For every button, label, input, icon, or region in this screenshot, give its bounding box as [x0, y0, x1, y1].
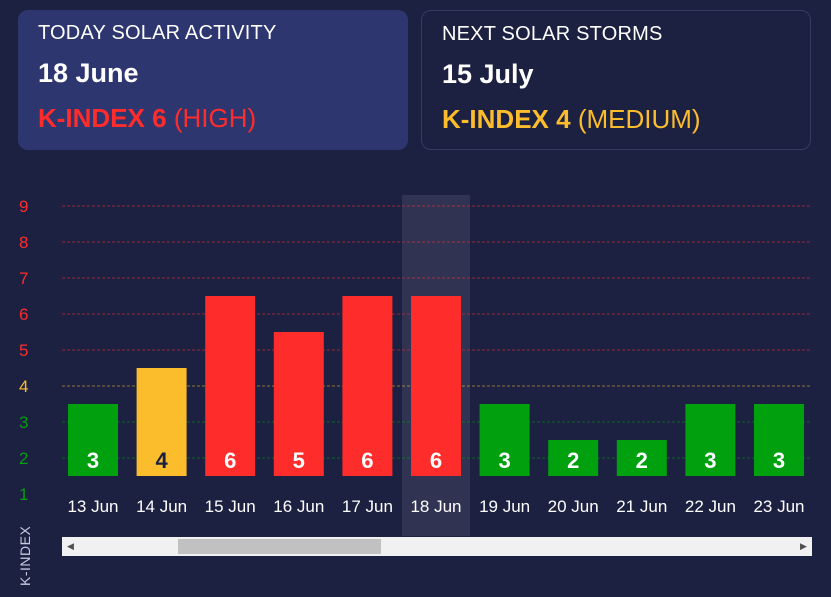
bar-21-jun[interactable]: [616, 440, 667, 476]
bar-15-jun[interactable]: [205, 296, 256, 476]
next-kindex-value: K-INDEX 4: [442, 104, 571, 134]
next-date: 15 July: [442, 59, 534, 89]
bar-value-label: 6: [361, 448, 373, 473]
bar-14-jun[interactable]: [136, 368, 187, 476]
bar-13-jun[interactable]: [68, 404, 118, 476]
bar-value-label: 2: [567, 448, 579, 473]
bar-value-label: 2: [636, 448, 648, 473]
bar-value-label: 5: [293, 448, 305, 473]
next-kindex-line: K-INDEX 4 (MEDIUM): [442, 104, 790, 135]
next-kindex-level: (MEDIUM): [577, 104, 701, 134]
y-tick-label-9: 9: [19, 197, 28, 216]
y-tick-label-3: 3: [19, 413, 28, 432]
x-tick-label: 22 Jun: [685, 497, 736, 516]
y-tick-label-7: 7: [19, 269, 28, 288]
x-tick-label: 15 Jun: [205, 497, 256, 516]
x-tick-label: 23 Jun: [753, 497, 804, 516]
bar-18-jun[interactable]: [411, 296, 461, 476]
today-heading: TODAY SOLAR ACTIVITY: [38, 22, 277, 44]
scroll-thumb[interactable]: [178, 539, 381, 554]
y-tick-label-5: 5: [19, 341, 28, 360]
chevron-left-icon[interactable]: ◀: [67, 541, 74, 551]
today-kindex-value: K-INDEX 6: [38, 103, 167, 133]
bar-value-label: 3: [773, 448, 785, 473]
bar-value-label: 3: [87, 448, 99, 473]
x-tick-label: 13 Jun: [67, 497, 118, 516]
bar-23-jun[interactable]: [754, 404, 804, 476]
bar-value-label: 3: [704, 448, 716, 473]
bar-20-jun[interactable]: [548, 440, 599, 476]
x-tick-label: 16 Jun: [273, 497, 324, 516]
next-heading: NEXT SOLAR STORMS: [442, 23, 663, 45]
bar-22-jun[interactable]: [685, 404, 736, 476]
y-tick-label-4: 4: [19, 377, 28, 396]
bar-16-jun[interactable]: [273, 332, 324, 476]
chart-horizontal-scrollbar[interactable]: ◀ ▶: [62, 537, 812, 556]
y-tick-label-1: 1: [19, 485, 28, 504]
today-kindex-line: K-INDEX 6 (HIGH): [38, 103, 388, 134]
x-tick-label: 17 Jun: [342, 497, 393, 516]
today-date: 18 June: [38, 58, 139, 88]
bar-value-label: 6: [430, 448, 442, 473]
x-tick-label: 20 Jun: [548, 497, 599, 516]
x-tick-label: 21 Jun: [616, 497, 667, 516]
y-tick-label-2: 2: [19, 449, 28, 468]
x-tick-label: 18 Jun: [410, 497, 461, 516]
next-storm-card: NEXT SOLAR STORMS 15 July K-INDEX 4 (MED…: [421, 10, 811, 150]
bar-17-jun[interactable]: [342, 296, 393, 476]
bar-value-label: 3: [498, 448, 510, 473]
today-kindex-level: (HIGH): [173, 103, 257, 133]
x-tick-label: 14 Jun: [136, 497, 187, 516]
chevron-right-icon[interactable]: ▶: [800, 541, 807, 551]
y-axis-label: K-INDEX: [17, 526, 33, 586]
bar-19-jun[interactable]: [479, 404, 530, 476]
y-tick-label-6: 6: [19, 305, 28, 324]
bar-value-label: 4: [155, 448, 168, 473]
x-tick-label: 19 Jun: [479, 497, 530, 516]
bar-value-label: 6: [224, 448, 236, 473]
today-activity-card: TODAY SOLAR ACTIVITY 18 June K-INDEX 6 (…: [18, 10, 408, 150]
y-tick-label-8: 8: [19, 233, 28, 252]
